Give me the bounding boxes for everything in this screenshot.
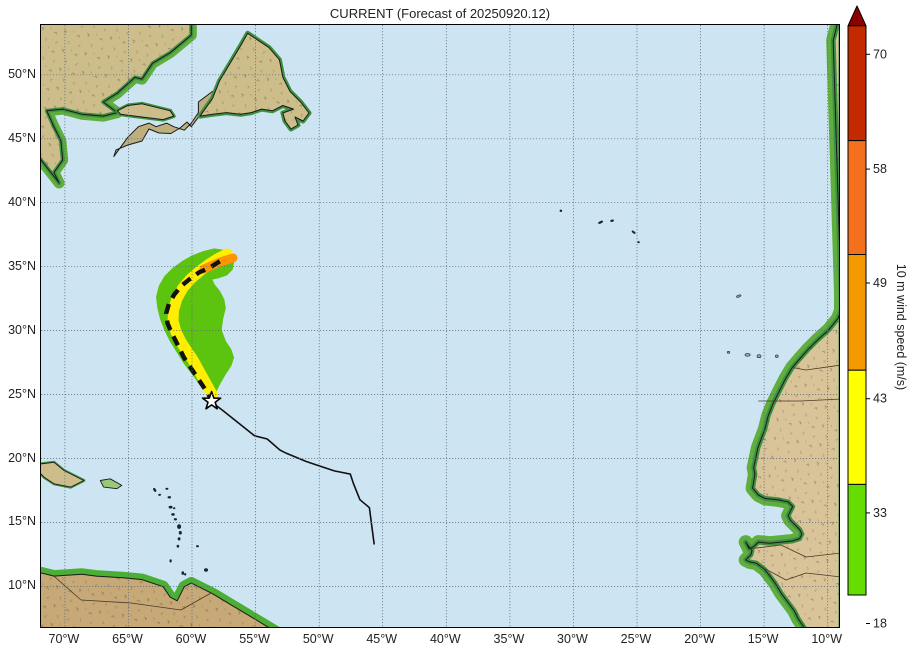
- svg-text:43: 43: [873, 392, 887, 406]
- svg-text:58: 58: [873, 162, 887, 176]
- svg-text:10 m wind speed (m/s): 10 m wind speed (m/s): [894, 264, 908, 390]
- svg-text:49: 49: [873, 276, 887, 290]
- svg-text:70: 70: [873, 47, 887, 61]
- svg-text:18: 18: [873, 617, 887, 631]
- svg-text:33: 33: [873, 506, 887, 520]
